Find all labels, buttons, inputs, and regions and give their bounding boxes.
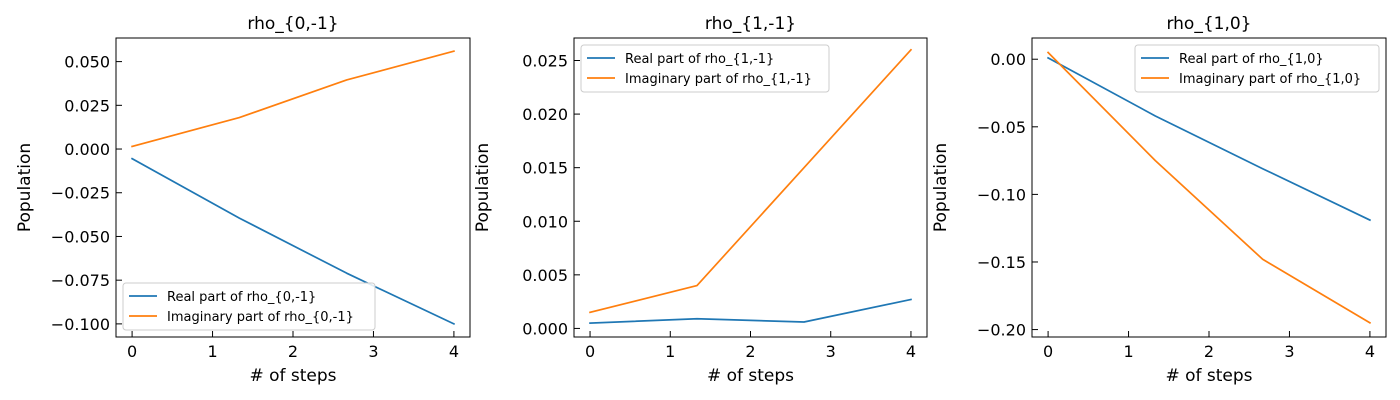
x-tick-label: 1 — [207, 342, 217, 361]
y-tick-label: 0.020 — [522, 105, 568, 124]
y-tick-label: 0.015 — [522, 159, 568, 178]
x-tick-label: 4 — [1365, 342, 1375, 361]
y-tick-label: 0.050 — [64, 53, 110, 72]
y-tick-label: −0.100 — [51, 315, 110, 334]
x-axis-label: # of steps — [1165, 366, 1252, 386]
chart-title: rho_{1,0} — [1166, 14, 1251, 34]
legend-box — [122, 282, 376, 331]
series-line-2 — [1046, 51, 1372, 324]
legend-label: Imaginary part of rho_{1,0} — [1179, 72, 1361, 87]
x-tick-label: 4 — [906, 342, 916, 361]
y-tick-label: −0.05 — [977, 118, 1026, 137]
y-tick-label: 0.000 — [522, 319, 568, 338]
x-tick-label: 0 — [1043, 342, 1053, 361]
x-tick-label: 3 — [826, 342, 836, 361]
legend-label: Imaginary part of rho_{1,-1} — [625, 72, 812, 87]
x-tick-label: 0 — [585, 342, 595, 361]
y-tick-label: −0.15 — [977, 253, 1026, 272]
y-tick-label: −0.10 — [977, 185, 1026, 204]
y-tick-label: 0.00 — [990, 50, 1026, 69]
y-tick-label: 0.000 — [64, 140, 110, 159]
y-tick-label: 0.010 — [522, 212, 568, 231]
subplot-1: 0 1 2 3 4 −0.100 −0.075 −0.050 −0.025 0.000 0.025 0… — [15, 14, 471, 386]
x-tick-label: 3 — [368, 342, 378, 361]
chart-title: rho_{1,-1} — [705, 14, 796, 34]
legend-box — [1134, 44, 1380, 93]
series-line-2 — [131, 50, 455, 148]
x-tick-label: 4 — [449, 342, 459, 361]
y-axis-label: Population — [473, 143, 493, 232]
legend: Real part of rho_{1,-1} Imaginary part of… — [580, 44, 830, 93]
x-tick-label: 2 — [745, 342, 755, 361]
y-tick-label: −0.050 — [51, 227, 110, 246]
x-tick-label: 1 — [665, 342, 675, 361]
series-line-1 — [1046, 56, 1372, 222]
chart-title: rho_{0,-1} — [247, 14, 338, 34]
legend-box — [580, 44, 830, 93]
legend-label: Real part of rho_{1,-1} — [625, 52, 774, 67]
y-axis-label: Population — [15, 143, 35, 232]
x-tick-label: 0 — [127, 342, 137, 361]
x-axis-label: # of steps — [707, 366, 794, 386]
y-tick-label: −0.075 — [51, 271, 110, 290]
series-line-1 — [130, 157, 456, 326]
y-tick-label: 0.025 — [522, 52, 568, 71]
x-tick-label: 1 — [1123, 342, 1133, 361]
subplot-2: 0 1 2 3 4 0.000 0.005 0.010 0.015 0.020 0.025 rho_{… — [473, 14, 928, 386]
subplot-3: 0 1 2 3 4 −0.20 −0.15 −0.10 −0.05 0.00 rho_{1,0} # … — [931, 14, 1387, 386]
x-tick-label: 2 — [288, 342, 298, 361]
y-tick-label: −0.20 — [977, 321, 1026, 340]
series-line-2 — [589, 48, 913, 314]
y-tick-label: 0.025 — [64, 96, 110, 115]
legend-label: Real part of rho_{1,0} — [1179, 52, 1324, 67]
legend: Real part of rho_{1,0} Imaginary part of … — [1134, 44, 1380, 93]
x-tick-label: 3 — [1284, 342, 1294, 361]
y-axis-label: Population — [931, 143, 951, 232]
x-tick-label: 2 — [1204, 342, 1214, 361]
series-line-1 — [589, 298, 912, 324]
y-tick-label: 0.005 — [522, 266, 568, 285]
legend-label: Real part of rho_{0,-1} — [167, 290, 316, 305]
y-tick-label: −0.025 — [51, 184, 110, 203]
legend-label: Imaginary part of rho_{0,-1} — [167, 310, 354, 325]
x-axis-label: # of steps — [249, 366, 336, 386]
legend: Real part of rho_{0,-1} Imaginary part of… — [122, 282, 376, 331]
